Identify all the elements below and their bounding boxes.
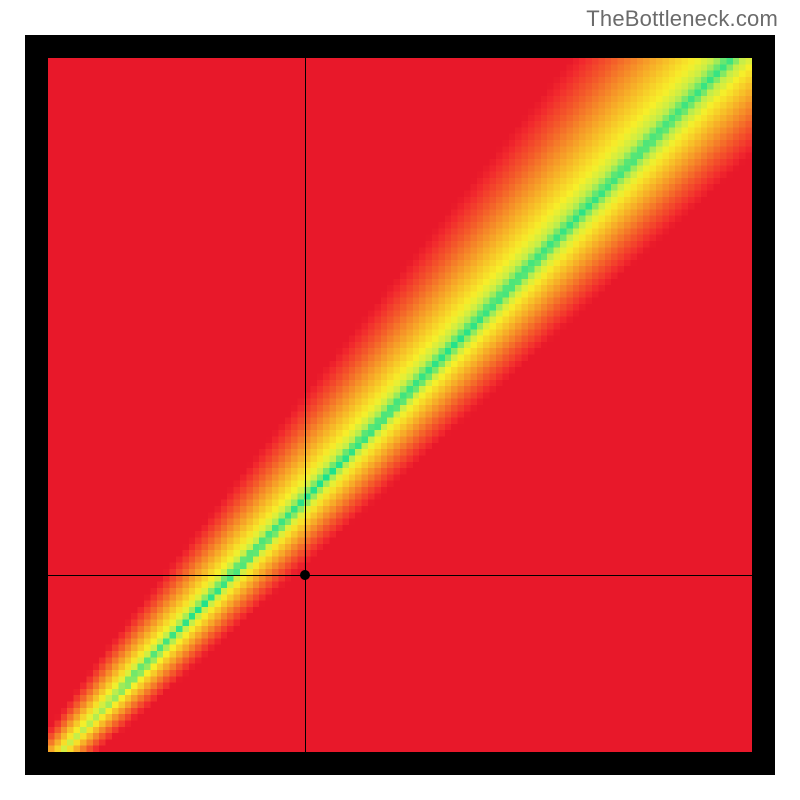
chart-frame <box>25 35 775 775</box>
attribution: TheBottleneck.com <box>586 6 778 32</box>
bottleneck-heatmap <box>48 58 752 752</box>
crosshair-marker <box>300 570 310 580</box>
crosshair-horizontal <box>48 575 752 576</box>
heatmap-canvas <box>48 58 752 752</box>
crosshair-vertical <box>305 58 306 752</box>
